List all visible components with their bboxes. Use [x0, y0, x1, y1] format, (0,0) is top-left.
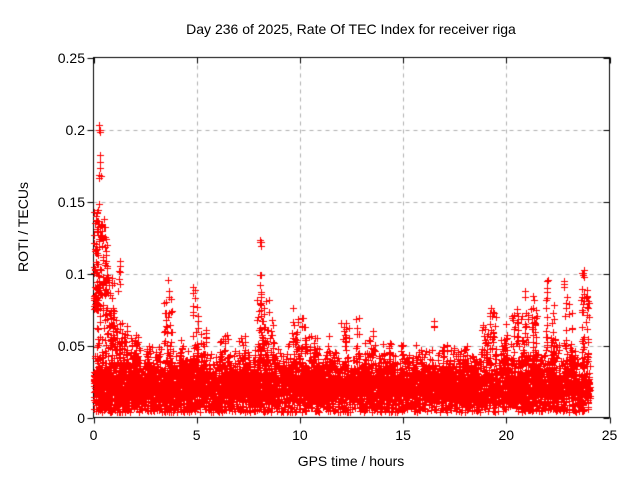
y-tick-label: 0.25 [57, 49, 85, 66]
x-tick-label: 10 [292, 427, 308, 443]
x-tick-label: 25 [601, 427, 618, 443]
x-tick-label: 15 [395, 427, 411, 443]
y-tick-label: 0.2 [65, 121, 85, 138]
x-tick-label: 20 [498, 427, 515, 443]
x-axis-label: GPS time / hours [297, 453, 405, 469]
x-tick-label: 0 [89, 427, 98, 443]
x-tick-label: 5 [192, 427, 201, 443]
y-tick-label: 0 [77, 409, 85, 426]
y-tick-label: 0.05 [57, 337, 85, 354]
chart-title: Day 236 of 2025, Rate Of TEC Index for r… [186, 21, 516, 37]
y-tick-label: 0.1 [65, 265, 85, 282]
y-tick-label: 0.15 [57, 193, 85, 210]
